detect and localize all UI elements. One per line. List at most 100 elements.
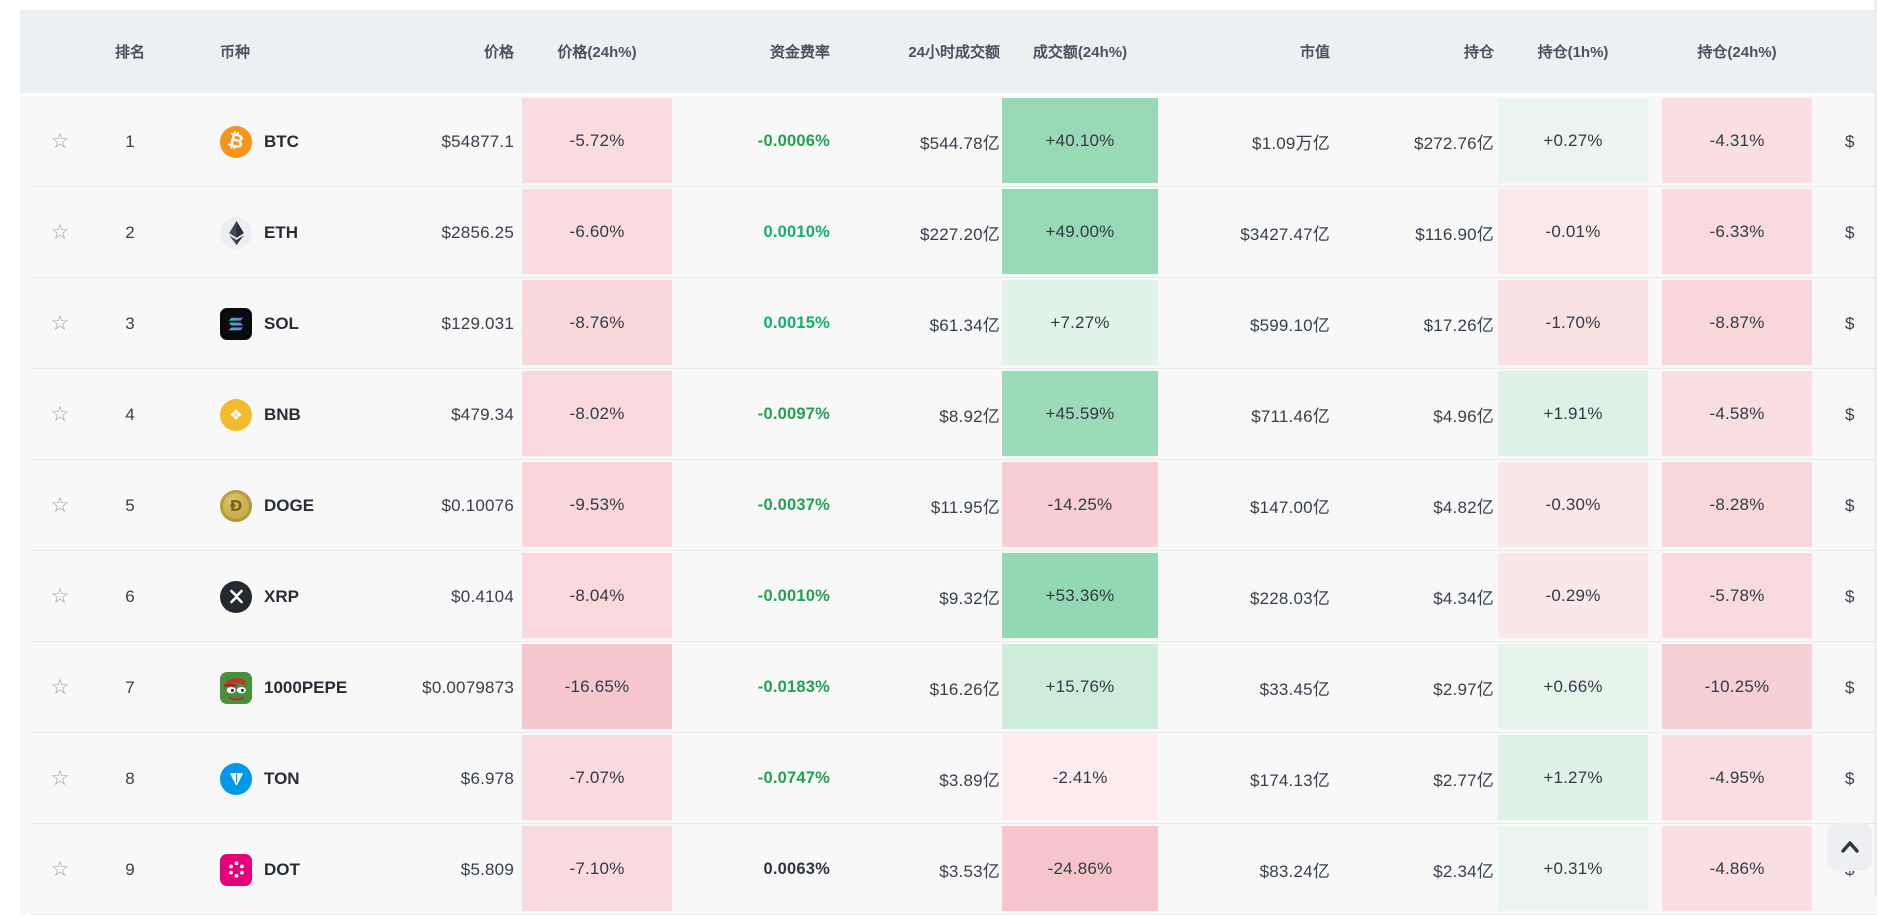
- favorite-star-icon[interactable]: ☆: [50, 676, 70, 699]
- column-header-gap: [1648, 10, 1662, 93]
- table-row-BNB[interactable]: ☆ 4 ❖ BNB $479.34 -8.02% -0.0097% $8.92亿…: [20, 369, 1877, 460]
- column-header-coin[interactable]: 币种: [220, 44, 251, 61]
- bnb-icon: ❖: [220, 398, 252, 431]
- oi-change-1h-cell: -0.30%: [1498, 460, 1648, 551]
- table-row-DOGE[interactable]: ☆ 5 Ð DOGE $0.10076 -9.53% -0.0037% $11.…: [20, 460, 1877, 551]
- volume-24h-cell: $11.95亿: [930, 498, 1000, 517]
- column-header-market_cap[interactable]: 市值: [1299, 44, 1330, 61]
- coin-cell[interactable]: Ð DOGE: [160, 460, 444, 551]
- column-header-rank[interactable]: 排名: [114, 44, 145, 61]
- column-header-oi_chg_24h[interactable]: 持仓(24h%): [1697, 44, 1777, 61]
- volume-24h-cell: $16.26亿: [929, 680, 1000, 699]
- coin-cell[interactable]: 1000PEPE: [160, 642, 444, 733]
- table-row-1000PEPE[interactable]: ☆ 7 1000PEPE $0.0079873 -16.65% -0: [20, 642, 1877, 733]
- rank-cell: 3: [125, 313, 135, 333]
- table-row-DOT[interactable]: ☆ 9 DOT $5.809 -7.10% 0.0063% $3.53亿: [20, 824, 1877, 915]
- favorite-star-icon[interactable]: ☆: [50, 221, 70, 244]
- column-header-oi_chg_1h[interactable]: 持仓(1h%): [1537, 44, 1609, 61]
- coin-symbol: DOGE: [264, 495, 315, 515]
- favorite-star-icon[interactable]: ☆: [50, 858, 70, 881]
- favorite-cell: ☆: [20, 96, 100, 187]
- volume-change-24h-cell: +7.27%: [1002, 278, 1158, 369]
- market-cap-cell: $599.10亿: [1249, 316, 1330, 335]
- column-gap: [1648, 369, 1662, 460]
- oi-change-1h-cell: +0.66%: [1498, 642, 1648, 733]
- price-change-24h-cell: -9.53%: [522, 460, 672, 551]
- column-header-volume_24h[interactable]: 24小时成交额: [908, 44, 1000, 61]
- chevron-up-icon: [1837, 837, 1863, 857]
- coin-cell[interactable]: SOL: [160, 278, 444, 369]
- funding-rate-cell: 0.0010%: [763, 223, 830, 241]
- market-cap-cell: $1.09万亿: [1252, 134, 1330, 153]
- rank-cell: 1: [125, 131, 135, 151]
- page-edge-scrollbar-track[interactable]: [1874, 0, 1877, 896]
- favorite-cell: ☆: [20, 642, 100, 733]
- oi-change-1h-cell: +1.27%: [1498, 733, 1648, 824]
- table-header-row: 排名 币种 价格 价格(24h%) 资金费率 24小时成交额 成交额(24h%) 市值 持仓 持仓…: [20, 10, 1877, 93]
- oi-change-1h-cell: +1.91%: [1498, 369, 1648, 460]
- open-interest-cell: $272.76亿: [1413, 134, 1494, 153]
- rank-cell: 5: [125, 495, 135, 515]
- column-header-price_chg_24h[interactable]: 价格(24h%): [557, 44, 637, 61]
- clipped-next-column-cell: $: [1845, 586, 1855, 606]
- column-header-open_interest[interactable]: 持仓: [1463, 44, 1494, 61]
- price-cell: $6.978: [460, 768, 514, 788]
- volume-24h-cell: $9.32亿: [939, 589, 1000, 608]
- price-cell: $5.809: [460, 859, 514, 879]
- column-gap: [1648, 96, 1662, 187]
- eth-icon: [220, 216, 252, 249]
- coin-cell[interactable]: ₿ BTC: [160, 96, 444, 187]
- open-interest-cell: $4.96亿: [1433, 407, 1494, 426]
- clipped-next-column-cell: $: [1845, 495, 1855, 515]
- volume-change-24h-cell: +15.76%: [1002, 642, 1158, 733]
- clipped-next-column-cell: $: [1845, 677, 1855, 697]
- oi-change-1h-cell: +0.27%: [1498, 96, 1648, 187]
- favorite-star-icon[interactable]: ☆: [50, 767, 70, 790]
- volume-24h-cell: $3.53亿: [939, 862, 1000, 881]
- open-interest-cell: $2.97亿: [1433, 680, 1494, 699]
- volume-24h-cell: $227.20亿: [919, 225, 1000, 244]
- coin-cell[interactable]: TON: [160, 733, 444, 824]
- oi-change-24h-cell: -4.58%: [1662, 369, 1812, 460]
- favorite-star-icon[interactable]: ☆: [50, 585, 70, 608]
- coin-cell[interactable]: XRP: [160, 551, 444, 642]
- table-row-XRP[interactable]: ☆ 6 XRP $0.4104 -8.04% -0.0010% $9.32亿 +…: [20, 551, 1877, 642]
- favorite-star-icon[interactable]: ☆: [50, 494, 70, 517]
- favorite-star-icon[interactable]: ☆: [50, 403, 70, 426]
- futures-table: 排名 币种 价格 价格(24h%) 资金费率 24小时成交额 成交额(24h%) 市值 持仓 持仓…: [20, 10, 1877, 915]
- favorite-star-icon[interactable]: ☆: [50, 130, 70, 153]
- market-cap-cell: $228.03亿: [1249, 589, 1330, 608]
- xrp-icon: [220, 580, 252, 613]
- clipped-next-column-cell: $: [1845, 222, 1855, 242]
- coin-cell[interactable]: ETH: [160, 187, 444, 278]
- scroll-to-top-button[interactable]: [1827, 823, 1872, 871]
- row-separator: [30, 277, 1877, 278]
- column-gap: [1648, 824, 1662, 915]
- column-header-volume_chg_24h[interactable]: 成交额(24h%): [1032, 44, 1128, 61]
- funding-rate-cell: -0.0097%: [757, 405, 830, 423]
- market-cap-cell: $711.46亿: [1251, 407, 1330, 426]
- clipped-next-column-cell: $: [1845, 131, 1855, 151]
- table-row-ETH[interactable]: ☆ 2 ETH $2856.25 -6.60% 0.0010% $227.20亿: [20, 187, 1877, 278]
- funding-rate-cell: -0.0010%: [757, 587, 830, 605]
- favorite-cell: ☆: [20, 369, 100, 460]
- volume-change-24h-cell: -24.86%: [1002, 824, 1158, 915]
- column-gap: [1648, 187, 1662, 278]
- coin-symbol: SOL: [264, 313, 299, 333]
- table-row-BTC[interactable]: ☆ 1 ₿ BTC $54877.1 -5.72% -0.0006% $544.…: [20, 96, 1877, 187]
- favorite-star-icon[interactable]: ☆: [50, 312, 70, 335]
- coin-cell[interactable]: DOT: [160, 824, 444, 915]
- table-row-TON[interactable]: ☆ 8 TON $6.978 -7.07% -0.0747% $3.89亿: [20, 733, 1877, 824]
- ton-icon: [220, 762, 252, 795]
- coin-cell[interactable]: ❖ BNB: [160, 369, 444, 460]
- table-row-SOL[interactable]: ☆ 3 SOL $129.031 -8.76% 0.0015%: [20, 278, 1877, 369]
- table-body: ☆ 1 ₿ BTC $54877.1 -5.72% -0.0006% $544.…: [20, 96, 1877, 915]
- price-cell: $54877.1: [441, 131, 514, 151]
- column-gap: [1648, 278, 1662, 369]
- column-header-price[interactable]: 价格: [483, 44, 514, 61]
- column-header-funding[interactable]: 资金费率: [769, 44, 830, 61]
- coin-symbol: BTC: [264, 131, 299, 151]
- column-header-next: [1812, 10, 1877, 93]
- column-gap: [1648, 733, 1662, 824]
- clipped-next-column-cell: $: [1845, 313, 1855, 333]
